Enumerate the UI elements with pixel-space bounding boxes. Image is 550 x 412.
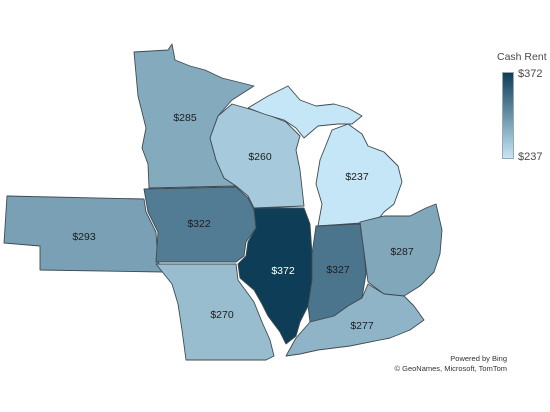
state-kentucky[interactable] [285, 283, 425, 357]
label-nebraska: $293 [72, 231, 96, 243]
map-attribution: Powered by Bing © GeoNames, Microsoft, T… [395, 354, 508, 374]
state-iowa[interactable] [143, 186, 257, 263]
legend-max-label: $372 [518, 68, 543, 80]
state-missouri[interactable] [155, 263, 275, 361]
state-michigan-upper[interactable] [247, 85, 363, 139]
label-ohio: $287 [390, 246, 414, 258]
attribution-powered-by: Powered by Bing [450, 354, 507, 363]
label-iowa: $322 [187, 218, 211, 230]
attribution-sources: © GeoNames, Microsoft, TomTom [394, 364, 508, 373]
legend-min-label: $237 [518, 151, 543, 163]
state-michigan-lower[interactable] [315, 123, 403, 227]
label-missouri: $270 [210, 309, 234, 321]
legend-title: Cash Rent [497, 51, 547, 63]
label-michigan: $237 [345, 171, 369, 183]
legend-gradient-bar [502, 72, 514, 159]
label-wisconsin: $260 [248, 151, 272, 163]
state-ohio[interactable] [359, 203, 443, 297]
label-minnesota: $285 [173, 112, 197, 124]
label-illinois: $372 [271, 265, 295, 277]
label-kentucky: $277 [350, 320, 374, 332]
label-indiana: $327 [326, 264, 350, 276]
